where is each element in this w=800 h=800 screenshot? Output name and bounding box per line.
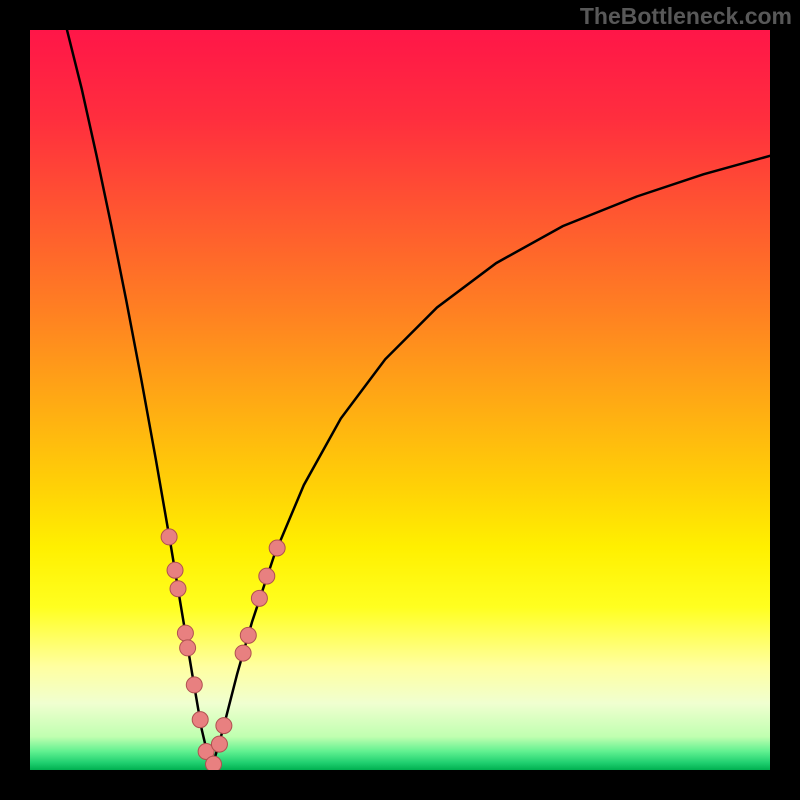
chart-svg bbox=[30, 30, 770, 770]
gradient-background bbox=[30, 30, 770, 770]
data-marker bbox=[206, 756, 222, 770]
chart-container: TheBottleneck.com bbox=[0, 0, 800, 800]
data-marker bbox=[170, 581, 186, 597]
plot-area bbox=[30, 30, 770, 770]
data-marker bbox=[192, 712, 208, 728]
data-marker bbox=[235, 645, 251, 661]
data-marker bbox=[180, 640, 196, 656]
data-marker bbox=[161, 529, 177, 545]
data-marker bbox=[240, 627, 256, 643]
watermark-text: TheBottleneck.com bbox=[580, 3, 792, 30]
data-marker bbox=[216, 718, 232, 734]
data-marker bbox=[269, 540, 285, 556]
data-marker bbox=[259, 568, 275, 584]
data-marker bbox=[251, 590, 267, 606]
data-marker bbox=[211, 736, 227, 752]
data-marker bbox=[177, 625, 193, 641]
data-marker bbox=[167, 562, 183, 578]
data-marker bbox=[186, 677, 202, 693]
